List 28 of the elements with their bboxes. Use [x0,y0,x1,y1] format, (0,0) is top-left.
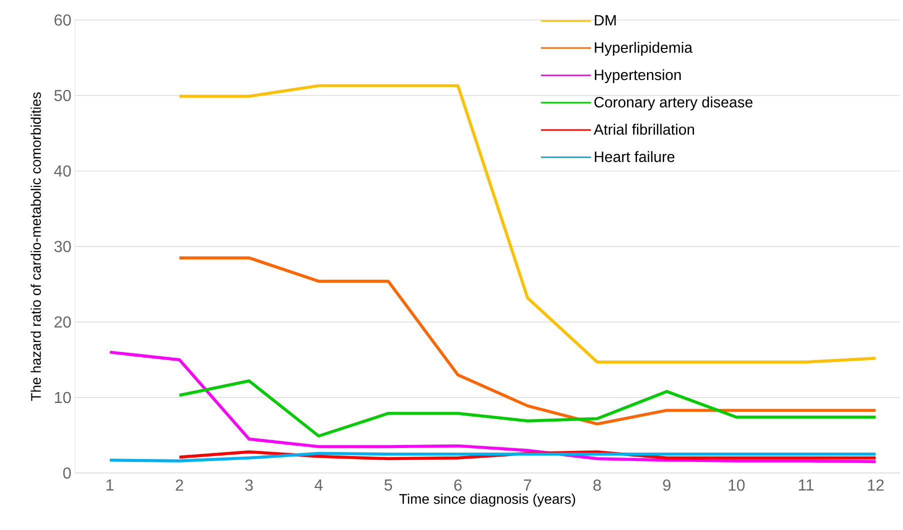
legend-label: Atrial fibrillation [594,124,694,135]
x-tick-label: 6 [454,480,462,491]
y-axis-title: The hazard ratio of cardio-metabolic comorbidities [30,92,41,401]
x-tick-label: 5 [384,480,392,491]
legend-label: Coronary artery disease [594,96,752,110]
x-tick-label: 10 [728,480,745,491]
x-tick-label: 1 [106,480,114,490]
x-axis-title: Time since diagnosis (years) [399,494,576,507]
x-tick-label: 2 [176,480,184,491]
y-tick-label: 10 [54,392,71,404]
y-tick-label: 60 [54,14,71,26]
legend-label: Hyperlipidemia [594,42,692,56]
y-tick-label: 40 [54,165,71,177]
x-tick-label: 4 [314,480,323,490]
line-series [108,350,878,464]
x-tick-label: 9 [663,480,670,491]
y-tick-label: 30 [54,240,71,252]
legend-label: Heart failure [594,151,674,162]
x-tick-label: 7 [524,480,532,490]
x-tick-label: 12 [868,480,884,491]
x-tick-label: 11 [798,480,814,490]
legend-label: DM [594,15,616,26]
x-tick-label: 8 [593,480,601,491]
legend-label: Hypertension [594,69,681,84]
y-tick-label: 50 [54,90,71,102]
x-tick-label: 3 [245,480,253,491]
y-tick-label: 0 [63,467,71,479]
y-tick-label: 20 [54,316,71,328]
